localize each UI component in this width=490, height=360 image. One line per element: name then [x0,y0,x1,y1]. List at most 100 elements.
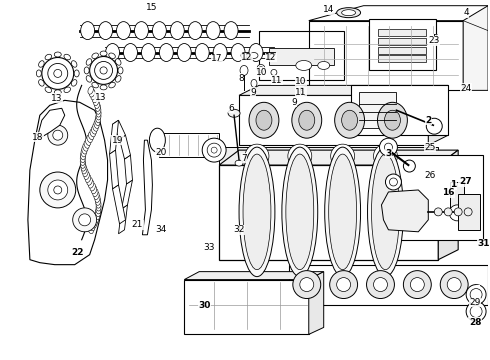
Ellipse shape [243,154,271,270]
Circle shape [288,144,312,168]
Text: 5: 5 [432,34,438,43]
Ellipse shape [86,76,92,82]
Ellipse shape [94,192,99,199]
Ellipse shape [385,110,400,130]
Ellipse shape [117,22,130,40]
Ellipse shape [80,160,86,168]
Ellipse shape [300,278,314,292]
Ellipse shape [85,138,91,145]
Circle shape [48,180,68,200]
Ellipse shape [98,22,113,40]
Circle shape [79,214,91,226]
Text: 23: 23 [429,36,440,45]
Text: 9: 9 [291,98,297,107]
Ellipse shape [39,80,44,86]
Ellipse shape [149,128,165,152]
Ellipse shape [92,217,98,225]
Circle shape [449,205,465,221]
Ellipse shape [256,110,272,130]
Ellipse shape [251,80,257,87]
Polygon shape [184,272,324,280]
Circle shape [403,160,416,172]
Ellipse shape [84,140,89,148]
Ellipse shape [368,147,403,276]
Text: 31: 31 [478,239,490,248]
Text: 25: 25 [425,143,436,152]
Text: 3: 3 [385,149,392,158]
Ellipse shape [93,189,98,197]
Polygon shape [239,95,428,145]
Ellipse shape [249,44,263,62]
Circle shape [54,186,62,194]
Ellipse shape [213,44,227,62]
Polygon shape [309,6,488,21]
Ellipse shape [64,54,71,60]
Ellipse shape [87,135,92,143]
Bar [359,93,396,128]
Ellipse shape [206,22,220,40]
Circle shape [40,172,75,208]
Ellipse shape [96,206,101,214]
Text: 10: 10 [295,77,307,86]
Ellipse shape [371,154,399,270]
Circle shape [48,125,68,145]
Ellipse shape [92,82,98,88]
Circle shape [95,62,113,80]
Ellipse shape [80,158,85,166]
Ellipse shape [95,212,100,220]
Bar [450,182,464,210]
Circle shape [245,144,269,168]
Circle shape [390,178,397,186]
Ellipse shape [87,177,92,185]
Ellipse shape [100,85,107,90]
Ellipse shape [292,102,322,138]
Bar [378,155,483,240]
Text: 33: 33 [203,243,215,252]
Ellipse shape [195,44,209,62]
Bar [378,55,426,63]
Ellipse shape [85,175,91,183]
Text: 34: 34 [156,225,167,234]
Ellipse shape [410,278,424,292]
Ellipse shape [64,87,71,93]
Bar [378,46,426,54]
Polygon shape [110,150,119,189]
Circle shape [54,69,62,77]
Circle shape [466,285,486,305]
Circle shape [202,138,226,162]
Polygon shape [428,85,448,145]
Ellipse shape [96,109,101,117]
Ellipse shape [54,52,61,57]
Ellipse shape [235,160,243,166]
Text: 12: 12 [265,53,277,62]
Ellipse shape [45,87,51,93]
Ellipse shape [92,186,97,194]
Circle shape [42,58,74,89]
Circle shape [53,130,63,140]
Ellipse shape [224,22,238,40]
Text: 7: 7 [241,154,247,163]
Ellipse shape [231,44,245,62]
Ellipse shape [88,86,94,94]
Text: 8: 8 [298,87,304,96]
Ellipse shape [96,209,100,217]
Ellipse shape [123,44,138,62]
Text: 13: 13 [51,94,63,103]
Circle shape [48,63,68,84]
Ellipse shape [377,102,407,138]
Ellipse shape [93,123,98,131]
Ellipse shape [96,106,101,114]
Ellipse shape [109,53,115,59]
Circle shape [241,53,247,58]
Polygon shape [382,190,428,232]
Ellipse shape [94,98,99,105]
Circle shape [378,149,392,163]
Ellipse shape [86,59,92,65]
Text: 14: 14 [323,5,334,14]
Ellipse shape [335,102,365,138]
Ellipse shape [96,203,101,211]
Text: 2: 2 [425,116,431,125]
Ellipse shape [342,10,356,15]
Circle shape [73,208,97,232]
Text: 32: 32 [233,225,245,234]
